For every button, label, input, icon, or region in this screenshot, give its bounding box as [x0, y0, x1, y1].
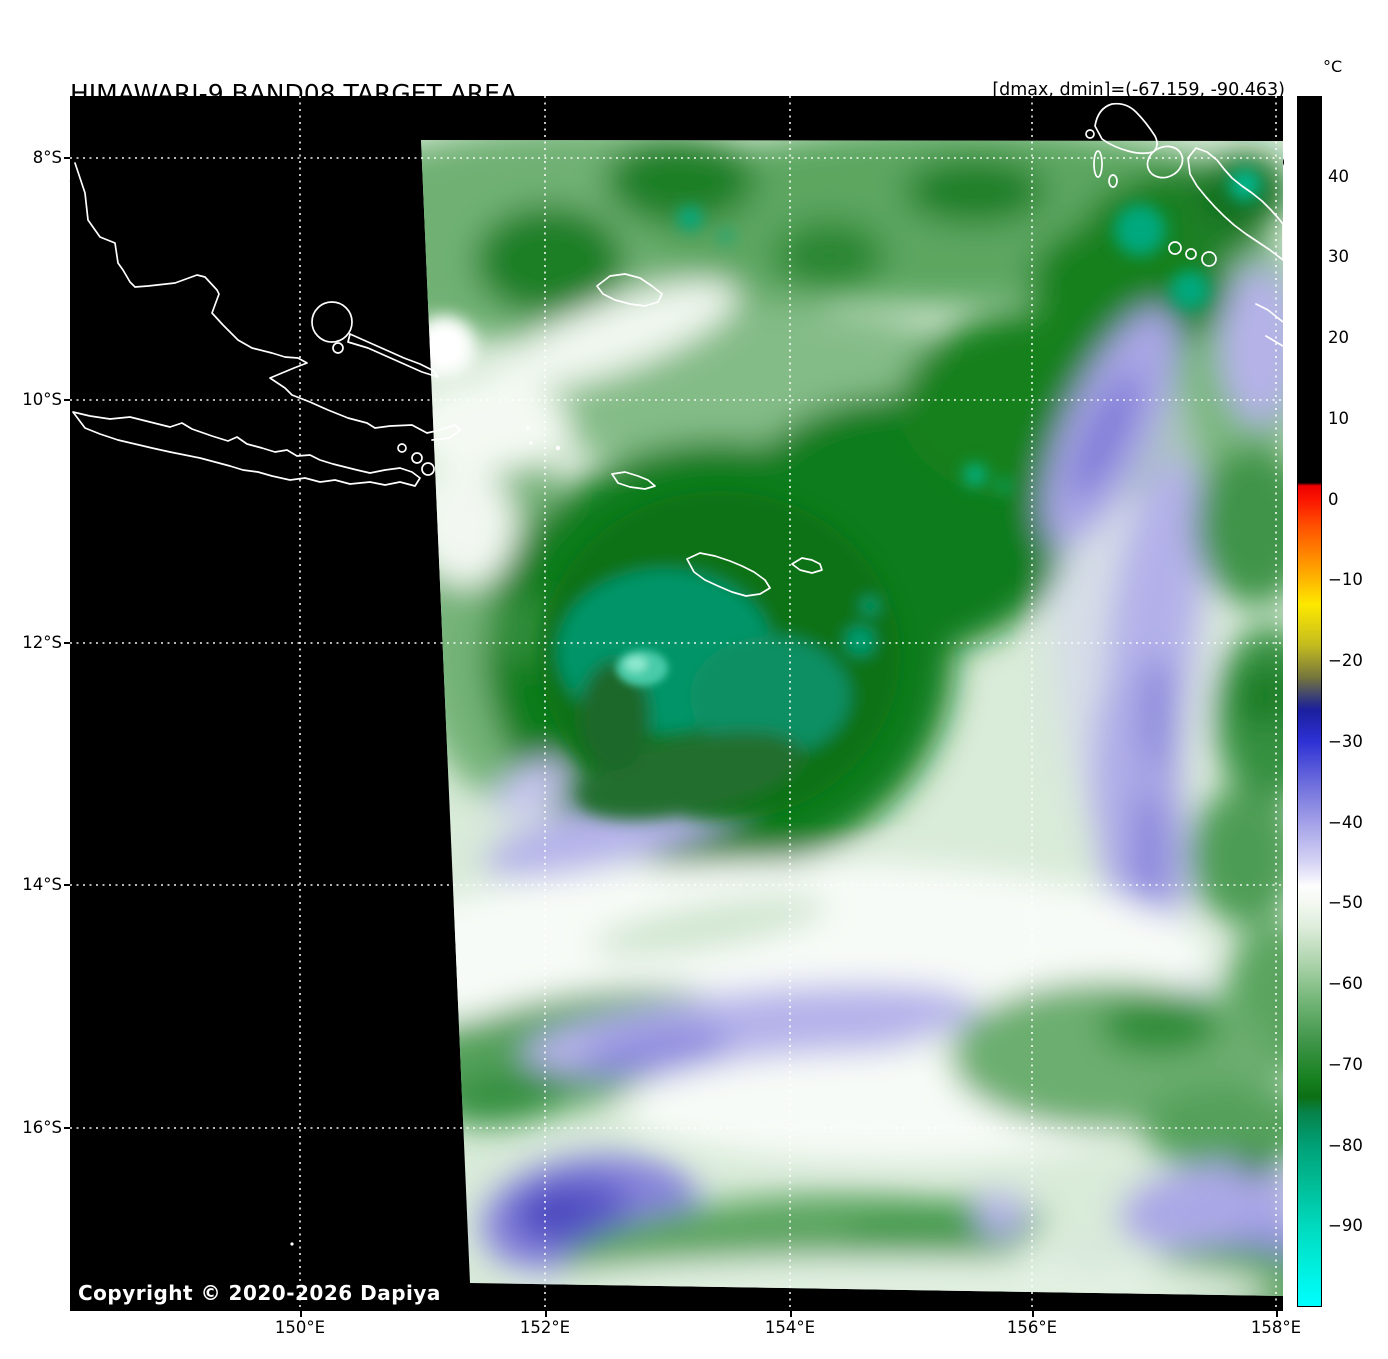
- coastline-islet: [332, 342, 344, 354]
- y-tickmark: [63, 642, 70, 644]
- coastline-shortland: [1185, 248, 1197, 260]
- lat-tick-8s: 8°S: [32, 148, 62, 167]
- y-tickmark: [63, 399, 70, 401]
- cb-tick: 0: [1328, 490, 1339, 509]
- product-title: HIMAWARI-9 BAND08 TARGET AREA: [70, 79, 518, 108]
- lon-tick-150e: 150°E: [274, 1318, 326, 1337]
- coastline-choiseul: [1255, 303, 1284, 323]
- y-tickmark: [63, 1127, 70, 1129]
- coastline-shortland: [1168, 241, 1182, 255]
- coastline-new-ireland: [347, 333, 439, 378]
- cb-tick: −90: [1328, 1216, 1363, 1235]
- lat-tick-12s: 12°S: [22, 633, 62, 652]
- x-tickmark: [790, 1311, 792, 1317]
- cb-tick: 30: [1328, 247, 1349, 266]
- coastline-islet-east: [791, 557, 823, 574]
- coastline-choiseul: [1265, 335, 1284, 347]
- colorbar-unit-label: °C: [1323, 57, 1343, 76]
- dmax-dmin-label: [dmax, dmin]=(-67.159, -90.463): [992, 80, 1285, 100]
- lat-tick-16s: 16°S: [22, 1118, 62, 1137]
- cb-tick: 20: [1328, 328, 1349, 347]
- coastline-shortland: [1201, 251, 1217, 267]
- cb-tick: 10: [1328, 409, 1349, 428]
- cyclone-eye-cold-spot: [616, 650, 668, 686]
- coastline-dentrecasteaux: [686, 552, 771, 597]
- satellite-swath: [421, 140, 1283, 1296]
- cb-tick: −60: [1328, 974, 1363, 993]
- coastline-islet: [397, 443, 407, 453]
- coastline-islet: [1093, 150, 1103, 178]
- cyclone-core: [421, 169, 1261, 821]
- x-tickmark: [545, 1311, 547, 1317]
- x-tickmark: [1276, 1311, 1278, 1317]
- coastline-nissan: [1146, 145, 1184, 179]
- y-tickmark: [63, 884, 70, 886]
- coastlines: [72, 102, 1284, 597]
- coastline-islet: [1085, 129, 1095, 139]
- graticule: [70, 96, 1283, 1311]
- coastline-new-britain: [72, 411, 421, 487]
- satellite-map: Copyright © 2020-2026 Dapiya: [70, 96, 1284, 1311]
- cb-tick: −50: [1328, 893, 1363, 912]
- lon-tick-156e: 156°E: [1006, 1318, 1058, 1337]
- lon-tick-152e: 152°E: [519, 1318, 571, 1337]
- lon-tick-154e: 154°E: [764, 1318, 816, 1337]
- coastline-new-hanover: [311, 301, 353, 343]
- x-tickmark: [1032, 1311, 1034, 1317]
- coastline-islet: [421, 462, 435, 476]
- lat-tick-14s: 14°S: [22, 875, 62, 894]
- satellite-imagery: [70, 96, 1284, 1311]
- coastline-buka: [1094, 102, 1158, 155]
- cb-tick: −80: [1328, 1136, 1363, 1155]
- coastline-islet: [1108, 174, 1118, 188]
- cb-tick: −40: [1328, 813, 1363, 832]
- coastline-trobriand: [611, 471, 656, 490]
- islet-dots: [290, 426, 561, 1246]
- x-tickmark: [300, 1311, 302, 1317]
- y-tickmark: [63, 157, 70, 159]
- cb-tick: −10: [1328, 570, 1363, 589]
- coastline-png-mainland: [74, 162, 461, 441]
- lon-tick-158e: 158°E: [1250, 1318, 1302, 1337]
- coastline-islet: [411, 452, 423, 464]
- copyright-label: Copyright © 2020-2026 Dapiya: [78, 1281, 441, 1305]
- cb-tick: 40: [1328, 167, 1349, 186]
- lat-tick-10s: 10°S: [22, 390, 62, 409]
- coastline-green-islands: [596, 273, 663, 307]
- cb-tick: −70: [1328, 1055, 1363, 1074]
- temperature-colorbar: [1297, 96, 1322, 1307]
- cb-tick: −20: [1328, 651, 1363, 670]
- cb-tick: −30: [1328, 732, 1363, 751]
